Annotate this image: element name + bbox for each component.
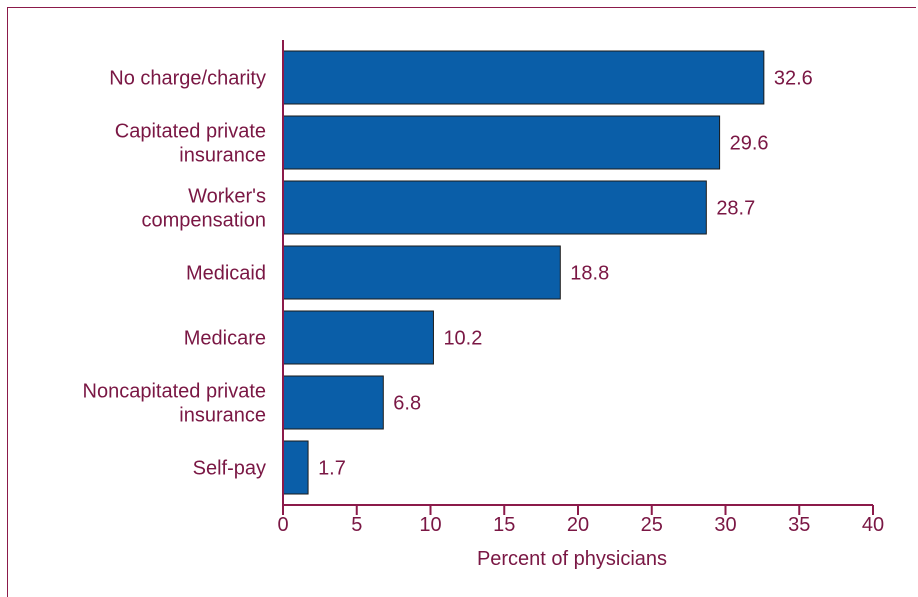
value-label-1: 29.6 [730, 133, 769, 155]
category-label-1-line-1: insurance [179, 145, 266, 167]
chart-frame [7, 7, 916, 597]
category-label-5-line-1: insurance [179, 405, 266, 427]
bar-4 [282, 310, 434, 365]
bar-5 [282, 375, 384, 430]
bar-3 [282, 245, 561, 300]
bar-1 [282, 115, 721, 170]
value-label-6: 1.7 [318, 458, 346, 480]
category-label-2-line-0: Worker's [188, 186, 266, 208]
bar-2 [282, 180, 707, 235]
x-tick-label-0: 0 [277, 514, 288, 536]
x-tick-label-2: 10 [419, 514, 441, 536]
x-tick-label-3: 15 [493, 514, 515, 536]
category-label-5-line-0: Noncapitated private [83, 381, 266, 403]
value-label-3: 18.8 [570, 263, 609, 285]
category-label-3: Medicaid [186, 263, 266, 285]
value-label-4: 10.2 [443, 328, 482, 350]
x-tick-label-5: 25 [641, 514, 663, 536]
value-label-0: 32.6 [774, 68, 813, 90]
value-label-2: 28.7 [716, 198, 755, 220]
category-label-1-line-0: Capitated private [115, 121, 266, 143]
x-tick-label-6: 30 [714, 514, 736, 536]
category-label-2-line-1: compensation [141, 210, 266, 232]
x-axis-label: Percent of physicians [477, 548, 667, 570]
x-tick-label-1: 5 [351, 514, 362, 536]
bar-0 [282, 50, 765, 105]
x-tick-label-8: 40 [862, 514, 884, 536]
x-tick-label-4: 20 [567, 514, 589, 536]
category-label-4: Medicare [184, 328, 266, 350]
category-label-6: Self-pay [193, 458, 266, 480]
x-tick-label-7: 35 [788, 514, 810, 536]
bar-6 [282, 440, 309, 495]
category-label-0: No charge/charity [109, 68, 266, 90]
value-label-5: 6.8 [393, 393, 421, 415]
